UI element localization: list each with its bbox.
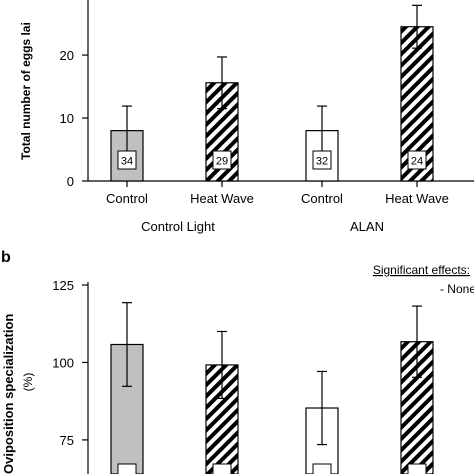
panel-a-y-tick-label: 10 <box>60 111 74 126</box>
panel-b-n-label-box <box>212 463 232 474</box>
panel-a-category-label: Control <box>301 191 343 206</box>
panel-a-group-label-control-light: Control Light <box>141 219 215 234</box>
panel-a-category-label: Heat Wave <box>385 191 449 206</box>
panel-b-chart: b Oviposition specialization (%) 75 100 12… <box>1 249 474 474</box>
panel-a-y-axis-label: Total number of eggs lai <box>19 22 33 160</box>
panel-a-n-label: 32 <box>316 156 328 168</box>
panel-a-n-label-box <box>117 150 137 170</box>
panel-a-chart: Total number of eggs lai 0 10 20 34 Control… <box>19 0 474 234</box>
panel-a-group-label-alan: ALAN <box>350 219 384 234</box>
panel-a-y-tick-label: 20 <box>60 48 74 63</box>
panel-b-y-tick-label: 100 <box>52 355 74 370</box>
panel-b-n-label-box <box>117 463 137 474</box>
panel-a-y-tick-label: 0 <box>67 174 74 189</box>
panel-b-n-label-box <box>312 463 332 474</box>
panel-b-n-label-box <box>407 463 427 474</box>
panel-a-category-label: Control <box>106 191 148 206</box>
panel-b-y-axis-label-line2: (%) <box>21 373 35 392</box>
panel-a-n-label: 24 <box>411 156 423 168</box>
significant-effects-value: - None <box>440 282 474 296</box>
panel-a-n-label-box <box>407 150 427 170</box>
panel-a-n-label: 34 <box>121 156 133 168</box>
panel-a-category-label: Heat Wave <box>190 191 254 206</box>
panel-b-y-axis-label-line1: Oviposition specialization <box>1 314 16 474</box>
panel-a-n-label-box <box>212 150 232 170</box>
panel-b-y-tick-label: 125 <box>52 278 74 293</box>
panel-b-y-tick-label: 75 <box>60 433 74 448</box>
panel-a-n-label-box <box>312 150 332 170</box>
panel-a-n-label: 29 <box>216 156 228 168</box>
significant-effects-label: Significant effects: <box>373 263 470 277</box>
panel-b-letter: b <box>1 249 11 266</box>
